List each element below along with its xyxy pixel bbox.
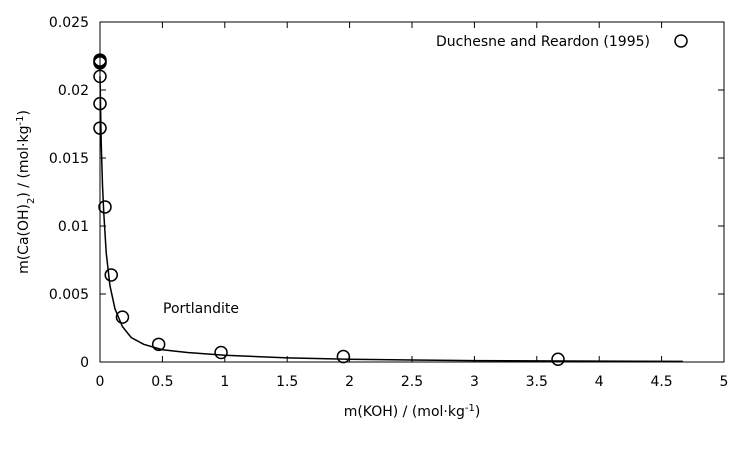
- legend-marker: [674, 34, 688, 48]
- data-point: [93, 96, 107, 111]
- x-tick-label: 2.5: [401, 374, 423, 390]
- data-point: [336, 349, 351, 364]
- data-point: [104, 268, 118, 282]
- data-point: [214, 345, 228, 360]
- data-points-group: [93, 53, 565, 367]
- x-tick-label: 3.5: [526, 374, 548, 390]
- x-tick-label: 1.5: [276, 374, 298, 390]
- model-curve-group: [99, 76, 683, 363]
- y-tick-label: 0.025: [49, 15, 89, 31]
- y-axis-label: m(Ca(OH)2) / (mol·kg-1): [15, 110, 37, 274]
- annotation-portlandite: Portlandite: [163, 301, 239, 317]
- y-axis-ticks: 0 0.005 0.01 0.015 0.02 0.025: [49, 15, 724, 371]
- data-point: [151, 337, 166, 352]
- x-tick-label: 4.5: [650, 374, 672, 390]
- y-tick-label: 0.01: [58, 219, 89, 235]
- y-tick-label: 0.02: [58, 83, 89, 99]
- x-axis-ticks: 0 0.5 1 1.5 2 2.5 3 3.5 4 4.5 5: [96, 22, 729, 390]
- data-point: [93, 121, 107, 135]
- data-point: [93, 56, 107, 70]
- y-tick-label: 0: [80, 355, 89, 371]
- y-tick-label: 0.015: [49, 151, 89, 167]
- legend-label: Duchesne and Reardon (1995): [436, 34, 650, 50]
- data-point: [551, 352, 565, 367]
- data-point: [93, 69, 107, 84]
- data-point: [98, 200, 112, 214]
- x-tick-label: 4: [595, 374, 604, 390]
- x-tick-label: 0.5: [151, 374, 173, 390]
- x-tick-label: 5: [720, 374, 729, 390]
- x-tick-label: 3: [470, 374, 479, 390]
- x-tick-label: 0: [96, 374, 105, 390]
- x-axis-label: m(KOH) / (mol·kg-1): [344, 403, 481, 421]
- data-point: [115, 310, 130, 324]
- y-tick-label: 0.005: [49, 287, 89, 303]
- x-tick-label: 1: [220, 374, 229, 390]
- model-curve: [99, 76, 683, 363]
- x-tick-label: 2: [345, 374, 354, 390]
